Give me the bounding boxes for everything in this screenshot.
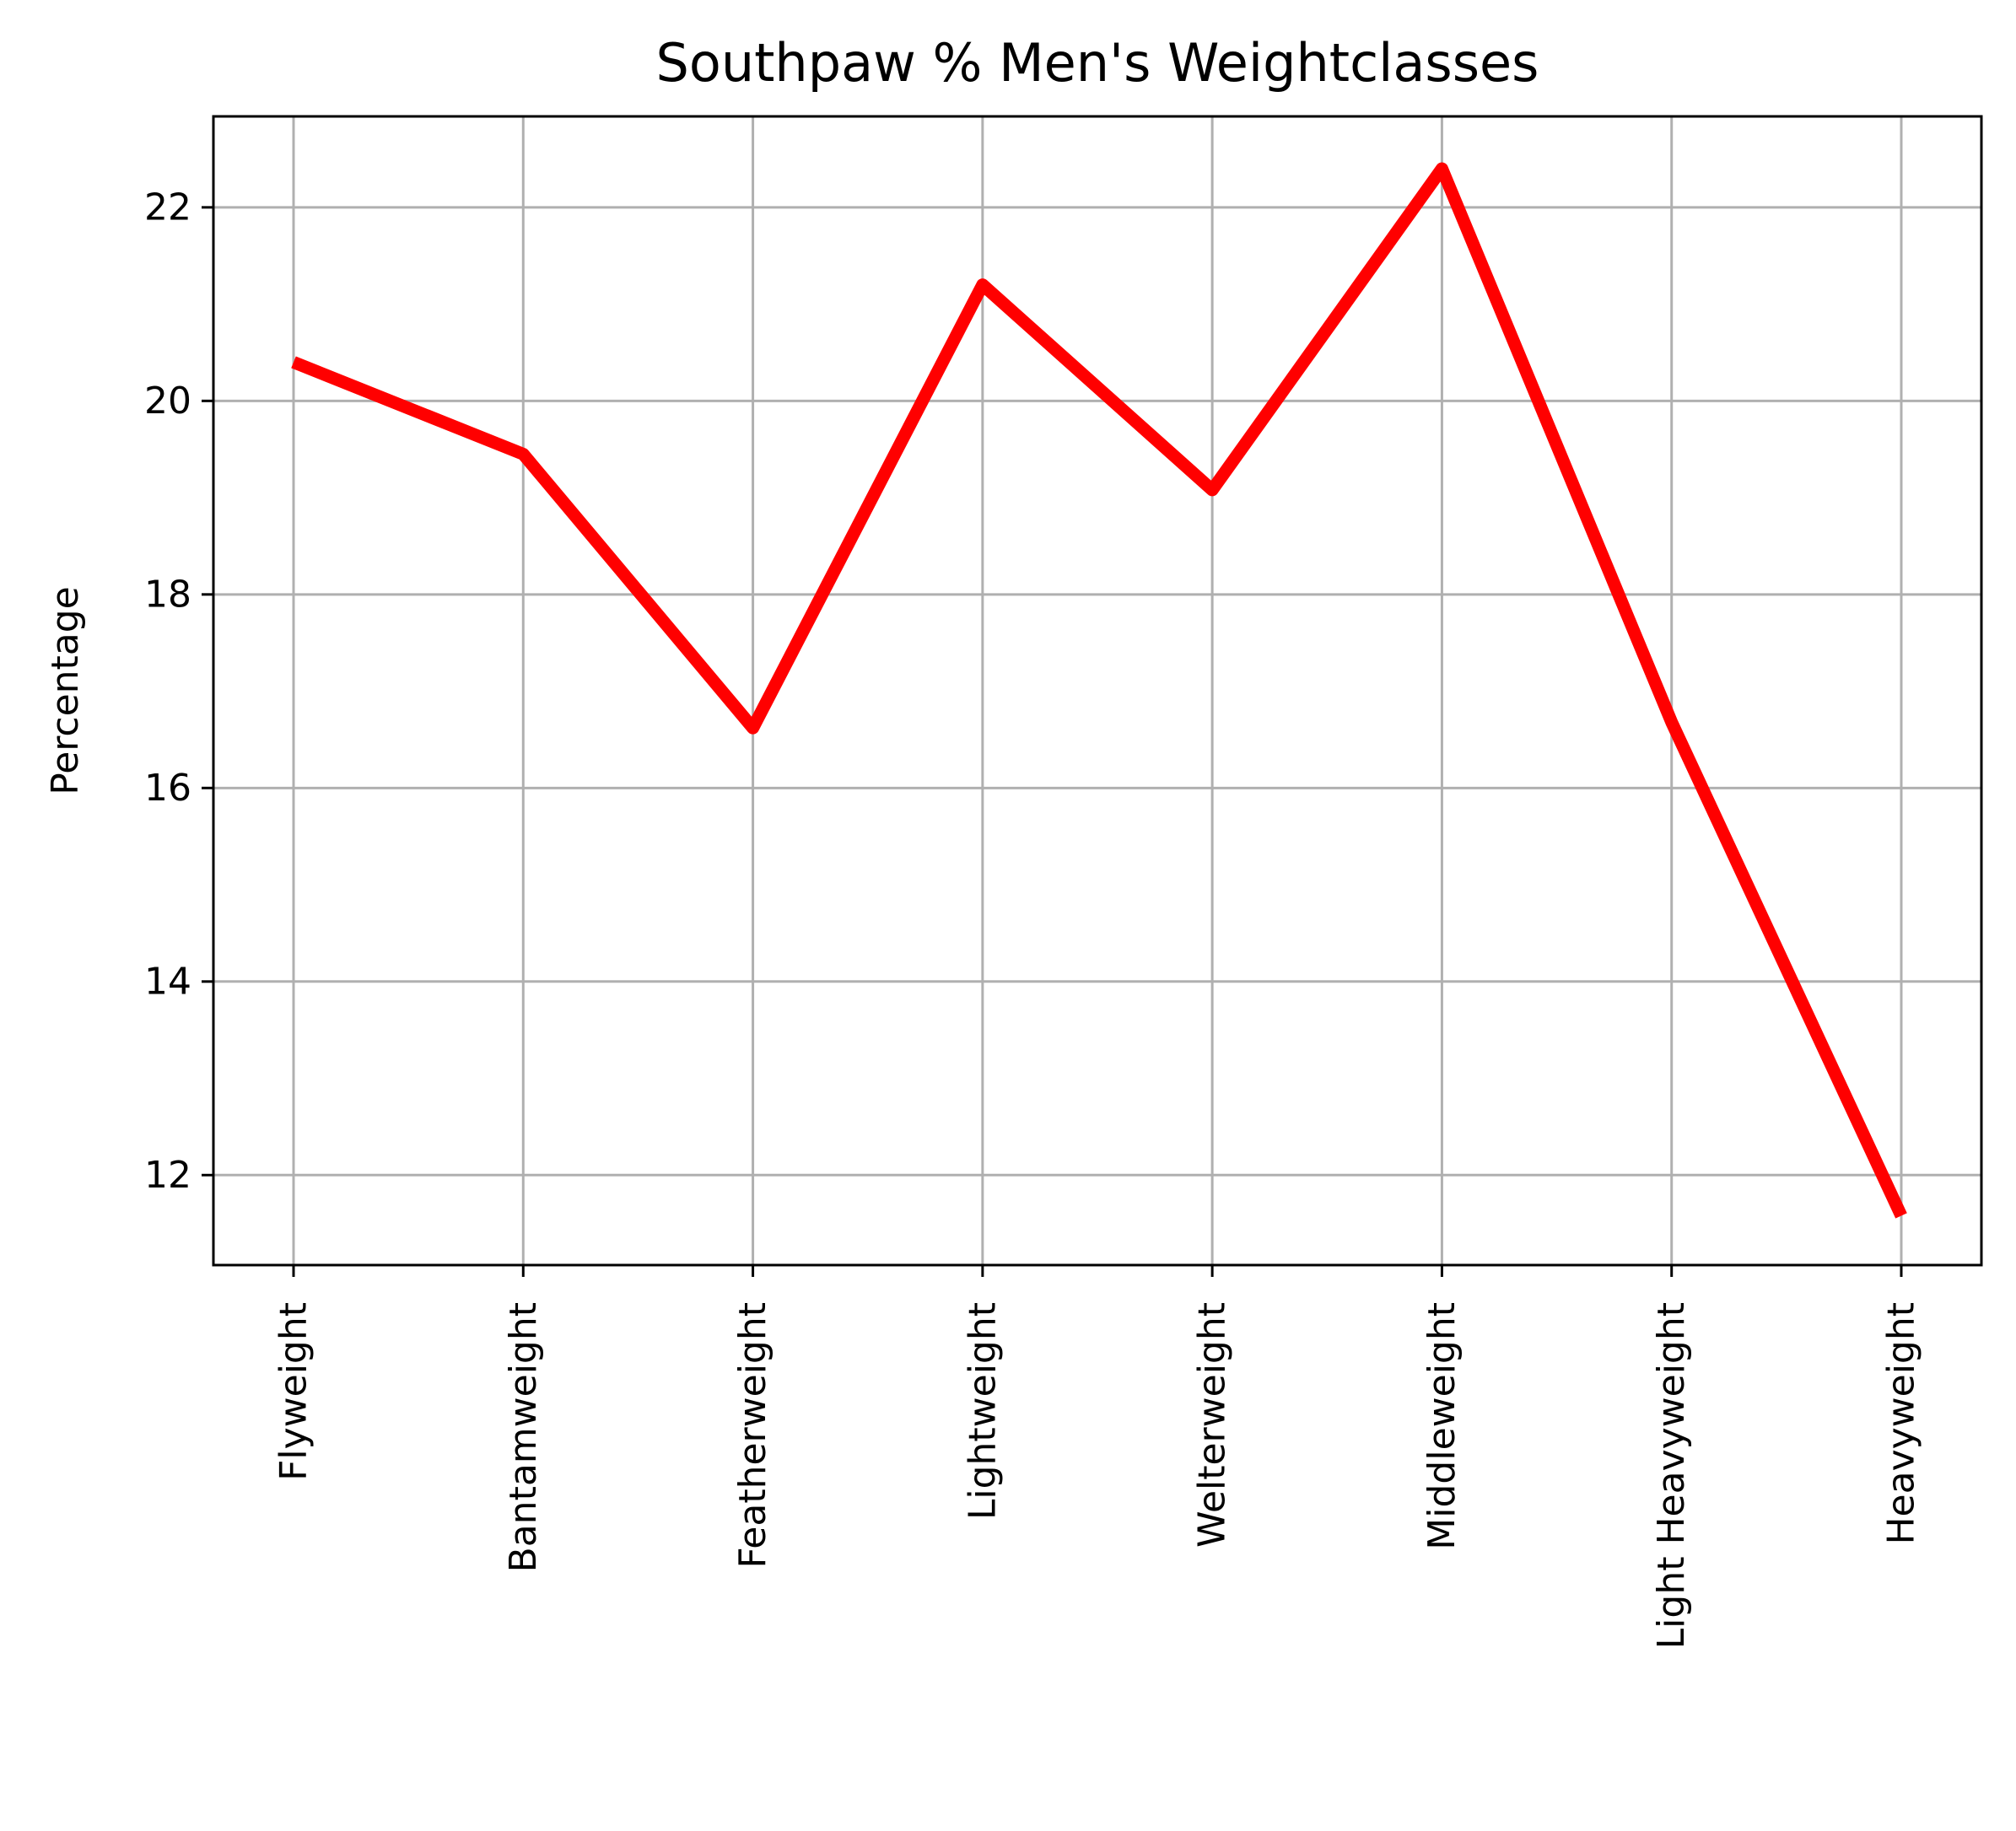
plot-frame (212, 115, 1983, 1267)
grid (213, 116, 1981, 1265)
data-point-flyweight (293, 361, 294, 363)
series-layer (291, 162, 1907, 1219)
data-point-welterweight (1211, 489, 1213, 491)
x-tick-label: Featherweight (731, 1302, 774, 1569)
x-tick-label: Light Heavyweight (1650, 1302, 1693, 1649)
data-point-middleweight (1441, 168, 1442, 170)
data-point-lightweight (982, 284, 984, 286)
data-point-bantamweight (522, 453, 524, 455)
x-tick-label: Heavyweight (1880, 1302, 1923, 1545)
ticks: Flyweight Bantamweight Featherweight Lightw… (144, 186, 1923, 1649)
x-tick-label: Middleweight (1420, 1302, 1463, 1550)
chart-title: Southpaw % Men's Weightclasses (656, 32, 1539, 94)
x-tick-label: Flyweight (272, 1302, 315, 1481)
y-axis-label: Percentage (44, 586, 87, 795)
x-tick-label: Welterweight (1191, 1302, 1234, 1548)
y-tick-label: 14 (144, 960, 191, 1003)
x-tick-label: Bantamweight (502, 1302, 545, 1572)
y-tick-label: 12 (144, 1154, 191, 1197)
data-point-featherweight (752, 727, 754, 729)
y-tick-label: 20 (144, 380, 191, 423)
y-tick-label: 18 (144, 573, 191, 616)
y-tick-label: 16 (144, 767, 191, 810)
x-tick-label: Lightweight (961, 1302, 1004, 1520)
data-point-light-heavyweight (1671, 721, 1673, 723)
y-tick-label: 22 (144, 186, 191, 229)
series-line (291, 162, 1907, 1219)
data-point-heavyweight (1900, 1214, 1902, 1216)
